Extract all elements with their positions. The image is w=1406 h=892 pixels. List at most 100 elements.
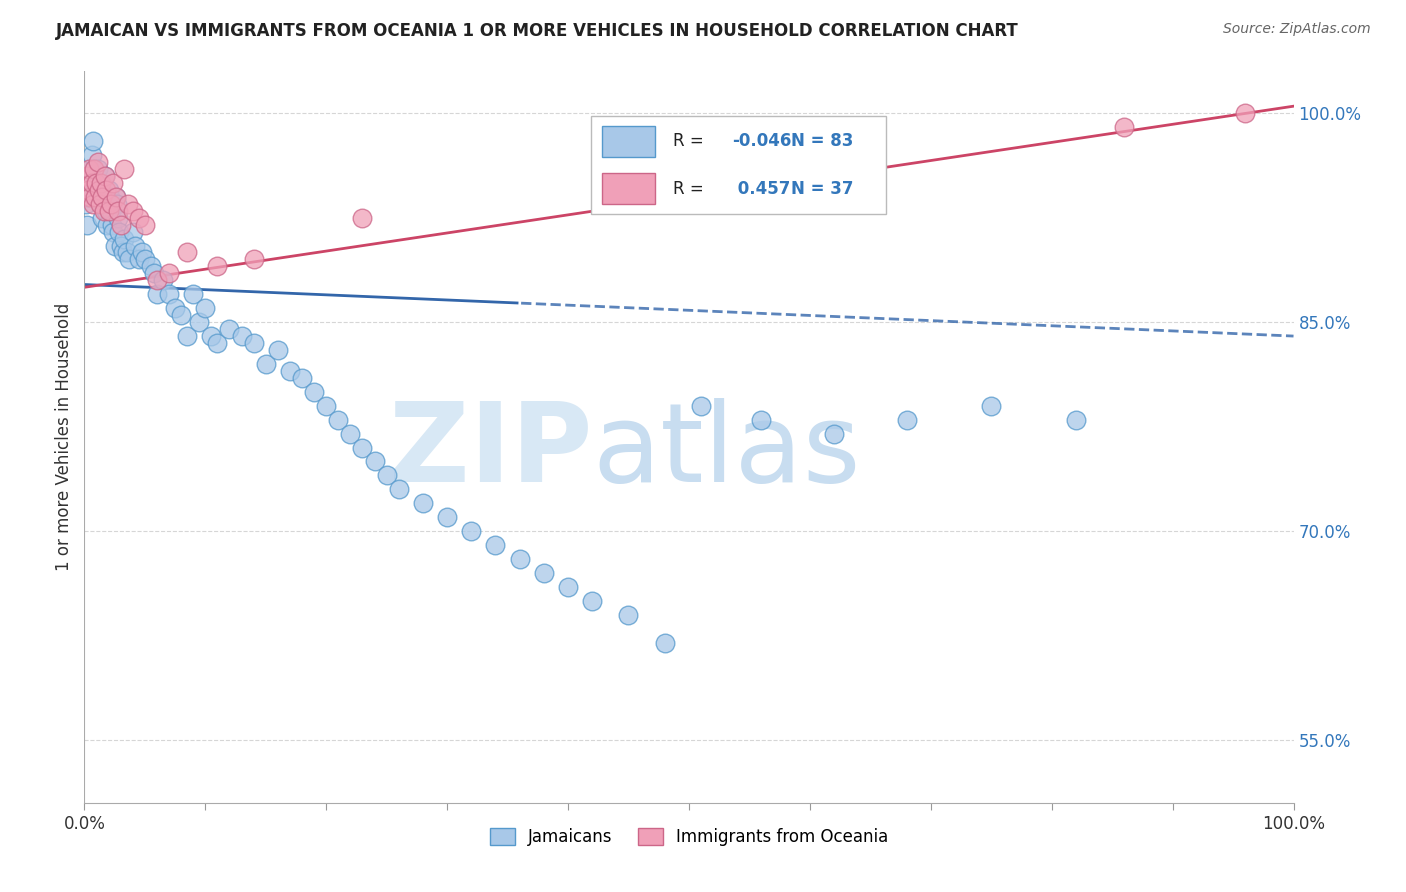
Point [1064,412,1087,426]
Point [128,252,150,267]
Text: N = 83: N = 83 [792,133,853,151]
Point [194,301,217,316]
Point [94,169,117,183]
Point [146,287,169,301]
Point [200,329,222,343]
Point [231,329,253,343]
Point [97,183,120,197]
Point [188,315,211,329]
Point [84,176,107,190]
Point [90,176,112,190]
Point [412,496,434,510]
Point [101,218,124,232]
Point [82,134,104,148]
Point [375,468,398,483]
Point [77,183,100,197]
Point [823,426,845,441]
Point [86,161,108,176]
Bar [602,173,655,204]
Point [77,190,100,204]
Point [557,580,579,594]
Point [157,287,180,301]
Point [242,336,264,351]
Point [509,552,531,566]
Text: R =: R = [673,133,704,151]
Point [77,161,100,176]
Point [112,245,135,260]
Point [181,287,204,301]
Point [96,218,118,232]
Text: JAMAICAN VS IMMIGRANTS FROM OCEANIA 1 OR MORE VEHICLES IN HOUSEHOLD CORRELATION : JAMAICAN VS IMMIGRANTS FROM OCEANIA 1 OR… [56,22,1019,40]
Point [170,308,193,322]
Point [86,183,108,197]
Point [654,635,676,649]
Point [104,190,127,204]
Point [143,266,166,280]
Point [79,176,101,190]
Point [79,190,101,204]
Point [91,211,114,225]
Point [105,196,128,211]
Point [267,343,290,357]
Point [76,218,98,232]
Point [1234,106,1257,120]
Point [83,161,105,176]
Point [388,483,411,497]
Point [107,203,129,218]
Point [80,176,103,190]
Point [254,357,277,371]
Point [82,196,104,211]
Point [103,176,125,190]
Point [97,203,120,218]
Point [533,566,555,580]
Legend: Jamaicans, Immigrants from Oceania: Jamaicans, Immigrants from Oceania [484,822,894,853]
Point [134,252,156,267]
Point [86,155,108,169]
Point [112,161,135,176]
Point [617,607,640,622]
Point [690,399,713,413]
Point [291,371,314,385]
Point [121,203,143,218]
Point [86,176,108,190]
Point [328,412,350,426]
Text: Source: ZipAtlas.com: Source: ZipAtlas.com [1223,22,1371,37]
Text: R =: R = [673,179,704,197]
Point [115,245,138,260]
Point [94,183,117,197]
Point [157,266,180,280]
Point [352,211,374,225]
Point [896,412,918,426]
Point [128,211,150,225]
Text: 0.457: 0.457 [733,179,790,197]
Point [98,190,121,204]
Point [460,524,482,538]
Point [581,594,603,608]
Point [134,218,156,232]
Point [139,260,162,274]
Point [165,301,187,316]
Point [124,238,146,252]
Bar [602,126,655,157]
Point [94,203,117,218]
Point [751,412,773,426]
Point [436,510,458,524]
Point [121,225,143,239]
Point [146,273,169,287]
Point [75,196,97,211]
Point [278,364,301,378]
Point [112,231,135,245]
Point [83,161,105,176]
Point [103,225,125,239]
Point [484,538,506,552]
Point [352,441,374,455]
Text: atlas: atlas [592,398,860,505]
Point [80,148,103,162]
Point [107,211,129,225]
Point [77,161,100,176]
Point [110,218,132,232]
Text: ZIP: ZIP [389,398,592,505]
Point [93,203,115,218]
Point [980,399,1002,413]
Point [108,225,131,239]
